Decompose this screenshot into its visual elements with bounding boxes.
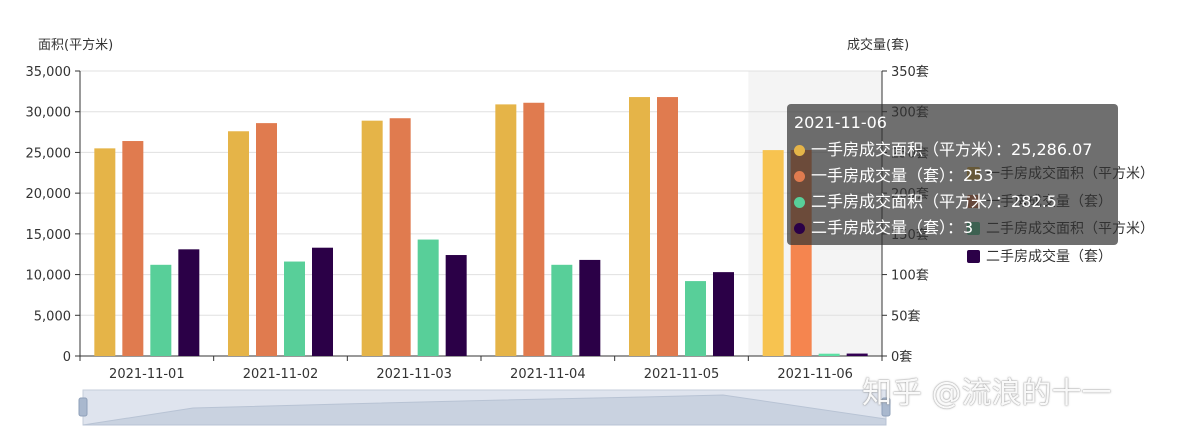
datazoom-handle-left[interactable] [78, 397, 88, 417]
tooltip-value: 253 [963, 166, 994, 185]
y-left-tick-label: 35,000 [26, 65, 72, 80]
bar-4[interactable] [713, 272, 734, 356]
bar-3[interactable] [551, 264, 573, 356]
x-tick-label: 2021-11-01 [109, 367, 185, 382]
bar-2[interactable] [657, 97, 678, 357]
y-left-tick-label: 20,000 [26, 187, 72, 202]
tooltip-dot-icon [794, 197, 805, 208]
y-left-axis-title: 面积(平方米) [38, 37, 113, 53]
y-left-tick-label: 0 [63, 350, 71, 365]
y-left-tick-label: 5,000 [34, 309, 71, 324]
y-right-tick-label: 100套 [891, 268, 929, 284]
tooltip-row: 二手房成交量（套）：3 [794, 215, 1111, 241]
bar-1[interactable] [629, 97, 650, 357]
tooltip-row: 一手房成交面积（平方米）：25,286.07 [794, 137, 1111, 163]
bar-1[interactable] [228, 131, 249, 356]
bar-4[interactable] [579, 259, 601, 356]
y-left-tick-label: 25,000 [26, 146, 72, 161]
tooltip-label: 一手房成交量（套） [811, 166, 948, 185]
tooltip-value: 3 [963, 218, 974, 237]
bar-2[interactable] [389, 118, 411, 356]
x-tick-label: 2021-11-06 [777, 367, 853, 382]
bar-4[interactable] [846, 353, 868, 356]
bar-1[interactable] [361, 120, 383, 357]
bar-3[interactable] [417, 239, 439, 356]
bar-4[interactable] [178, 249, 200, 356]
x-tick-label: 2021-11-03 [376, 367, 452, 382]
legend-swatch[interactable] [967, 250, 980, 263]
bar-4[interactable] [312, 247, 333, 356]
y-left-tick-label: 30,000 [26, 106, 72, 121]
bar-1[interactable] [762, 150, 784, 356]
y-right-axis-title: 成交量(套) [847, 37, 909, 53]
tooltip-dot-icon [794, 145, 805, 156]
datazoom-handle-right[interactable] [881, 397, 891, 417]
bar-4[interactable] [445, 255, 467, 356]
x-tick-label: 2021-11-02 [243, 367, 319, 382]
bar-2[interactable] [523, 102, 545, 356]
tooltip-value: 25,286.07 [1011, 140, 1093, 159]
tooltip-value: 282.5 [1011, 192, 1057, 211]
bar-1[interactable] [94, 148, 116, 356]
y-left-tick-label: 15,000 [26, 228, 72, 243]
tooltip-dot-icon [794, 171, 805, 182]
bar-3[interactable] [150, 264, 172, 356]
y-left-tick-label: 10,000 [26, 269, 72, 284]
x-tick-label: 2021-11-04 [510, 367, 586, 382]
legend-item-label: 二手房成交量（套） [986, 248, 1112, 265]
watermark: 知乎 @流浪的十一 [862, 376, 1112, 411]
bar-1[interactable] [495, 104, 517, 356]
tooltip-title: 2021-11-06 [794, 113, 887, 132]
tooltip-row: 二手房成交面积（平方米）：282.5 [794, 189, 1111, 215]
y-right-tick-label: 50套 [891, 308, 921, 324]
bar-3[interactable] [685, 281, 706, 356]
y-right-tick-label: 350套 [891, 64, 929, 80]
x-tick-label: 2021-11-05 [644, 367, 720, 382]
chart-tooltip: 2021-11-06 一手房成交面积（平方米）：25,286.07 一手房成交量… [787, 104, 1118, 245]
bar-2[interactable] [122, 141, 144, 356]
bar-3[interactable] [284, 261, 305, 356]
y-right-tick-label: 0套 [891, 349, 912, 365]
bar-2[interactable] [256, 123, 277, 356]
datazoom-preview [82, 394, 887, 426]
tooltip-label: 二手房成交量（套） [811, 218, 948, 237]
tooltip-row: 一手房成交量（套）：253 [794, 163, 1111, 189]
tooltip-dot-icon [794, 223, 805, 234]
bar-3[interactable] [818, 353, 840, 356]
tooltip-label: 二手房成交面积（平方米） [811, 192, 996, 211]
tooltip-label: 一手房成交面积（平方米） [811, 140, 996, 159]
